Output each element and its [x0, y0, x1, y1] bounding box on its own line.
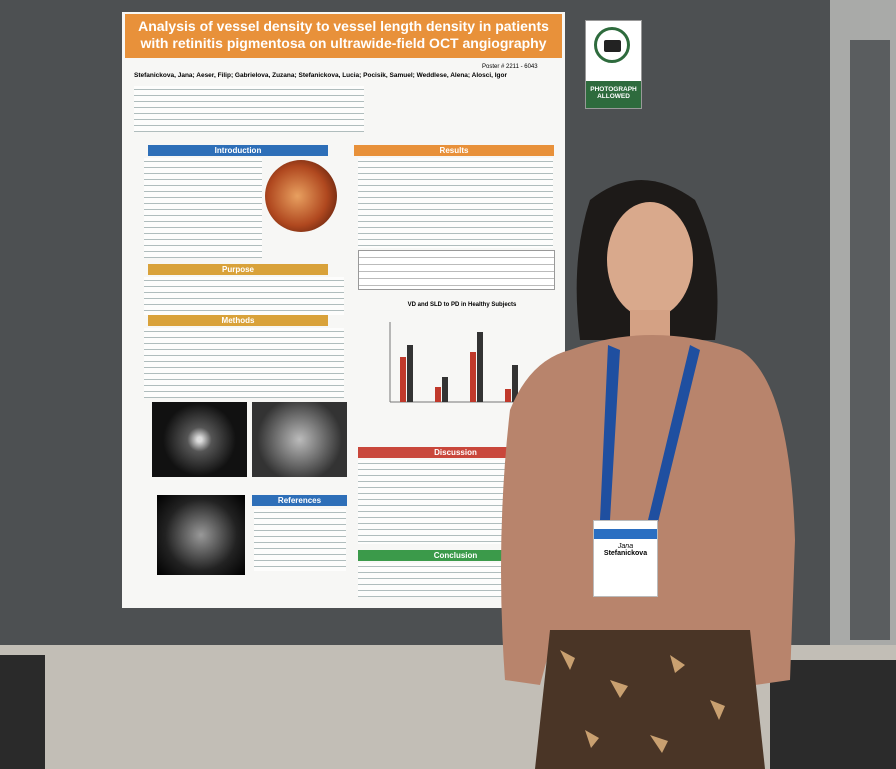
chart-title: VD and SLD to PD in Healthy Subjects	[407, 302, 517, 308]
bar	[505, 389, 511, 402]
chair	[0, 655, 45, 769]
board-side	[850, 40, 890, 640]
section-heading: Conclusion	[358, 550, 553, 561]
affiliations	[134, 86, 364, 132]
section-heading: Results	[354, 145, 554, 156]
chair	[770, 660, 896, 769]
badge-first-name: Jana	[617, 543, 634, 550]
poster-number: Poster # 2211 - 6043	[482, 64, 538, 70]
camera-icon	[594, 27, 630, 63]
bar	[470, 352, 476, 402]
sweater	[501, 335, 795, 685]
skirt	[535, 630, 765, 769]
name-badge: Jana Stefanickova	[593, 520, 658, 597]
results-table	[358, 250, 555, 290]
section-text	[254, 509, 346, 571]
section-heading: Methods	[148, 315, 328, 326]
face	[607, 202, 693, 318]
fundus-image	[265, 160, 337, 232]
section-text	[144, 328, 344, 398]
poster: Analysis of vessel density to vessel len…	[122, 12, 565, 608]
bar	[477, 332, 483, 402]
section-text	[144, 158, 262, 258]
sign-label: PHOTOGRAPH ALLOWED	[586, 81, 641, 108]
bar	[407, 345, 413, 402]
photo-sign: PHOTOGRAPH ALLOWED	[585, 20, 642, 109]
mini-chart	[389, 322, 540, 403]
section-text	[144, 277, 344, 315]
badge-logo	[594, 529, 657, 539]
poster-title: Analysis of vessel density to vessel len…	[125, 14, 562, 58]
bar	[400, 357, 406, 402]
angiography-image	[157, 495, 245, 575]
angiography-image	[152, 402, 247, 477]
bar	[512, 365, 518, 402]
poster-authors: Stefanickova, Jana; Aeser, Filip; Gabrie…	[134, 72, 508, 79]
angiography-image	[252, 402, 347, 477]
person	[501, 180, 795, 769]
section-heading: Purpose	[148, 264, 328, 275]
bar	[435, 387, 441, 402]
section-heading: Discussion	[358, 447, 553, 458]
section-text	[358, 158, 553, 248]
lanyard	[600, 345, 700, 522]
camera-body	[604, 40, 621, 52]
badge-last-name: Stefanickova	[603, 550, 648, 557]
section-heading: References	[252, 495, 347, 506]
section-heading: Introduction	[148, 145, 328, 156]
bar	[442, 377, 448, 402]
